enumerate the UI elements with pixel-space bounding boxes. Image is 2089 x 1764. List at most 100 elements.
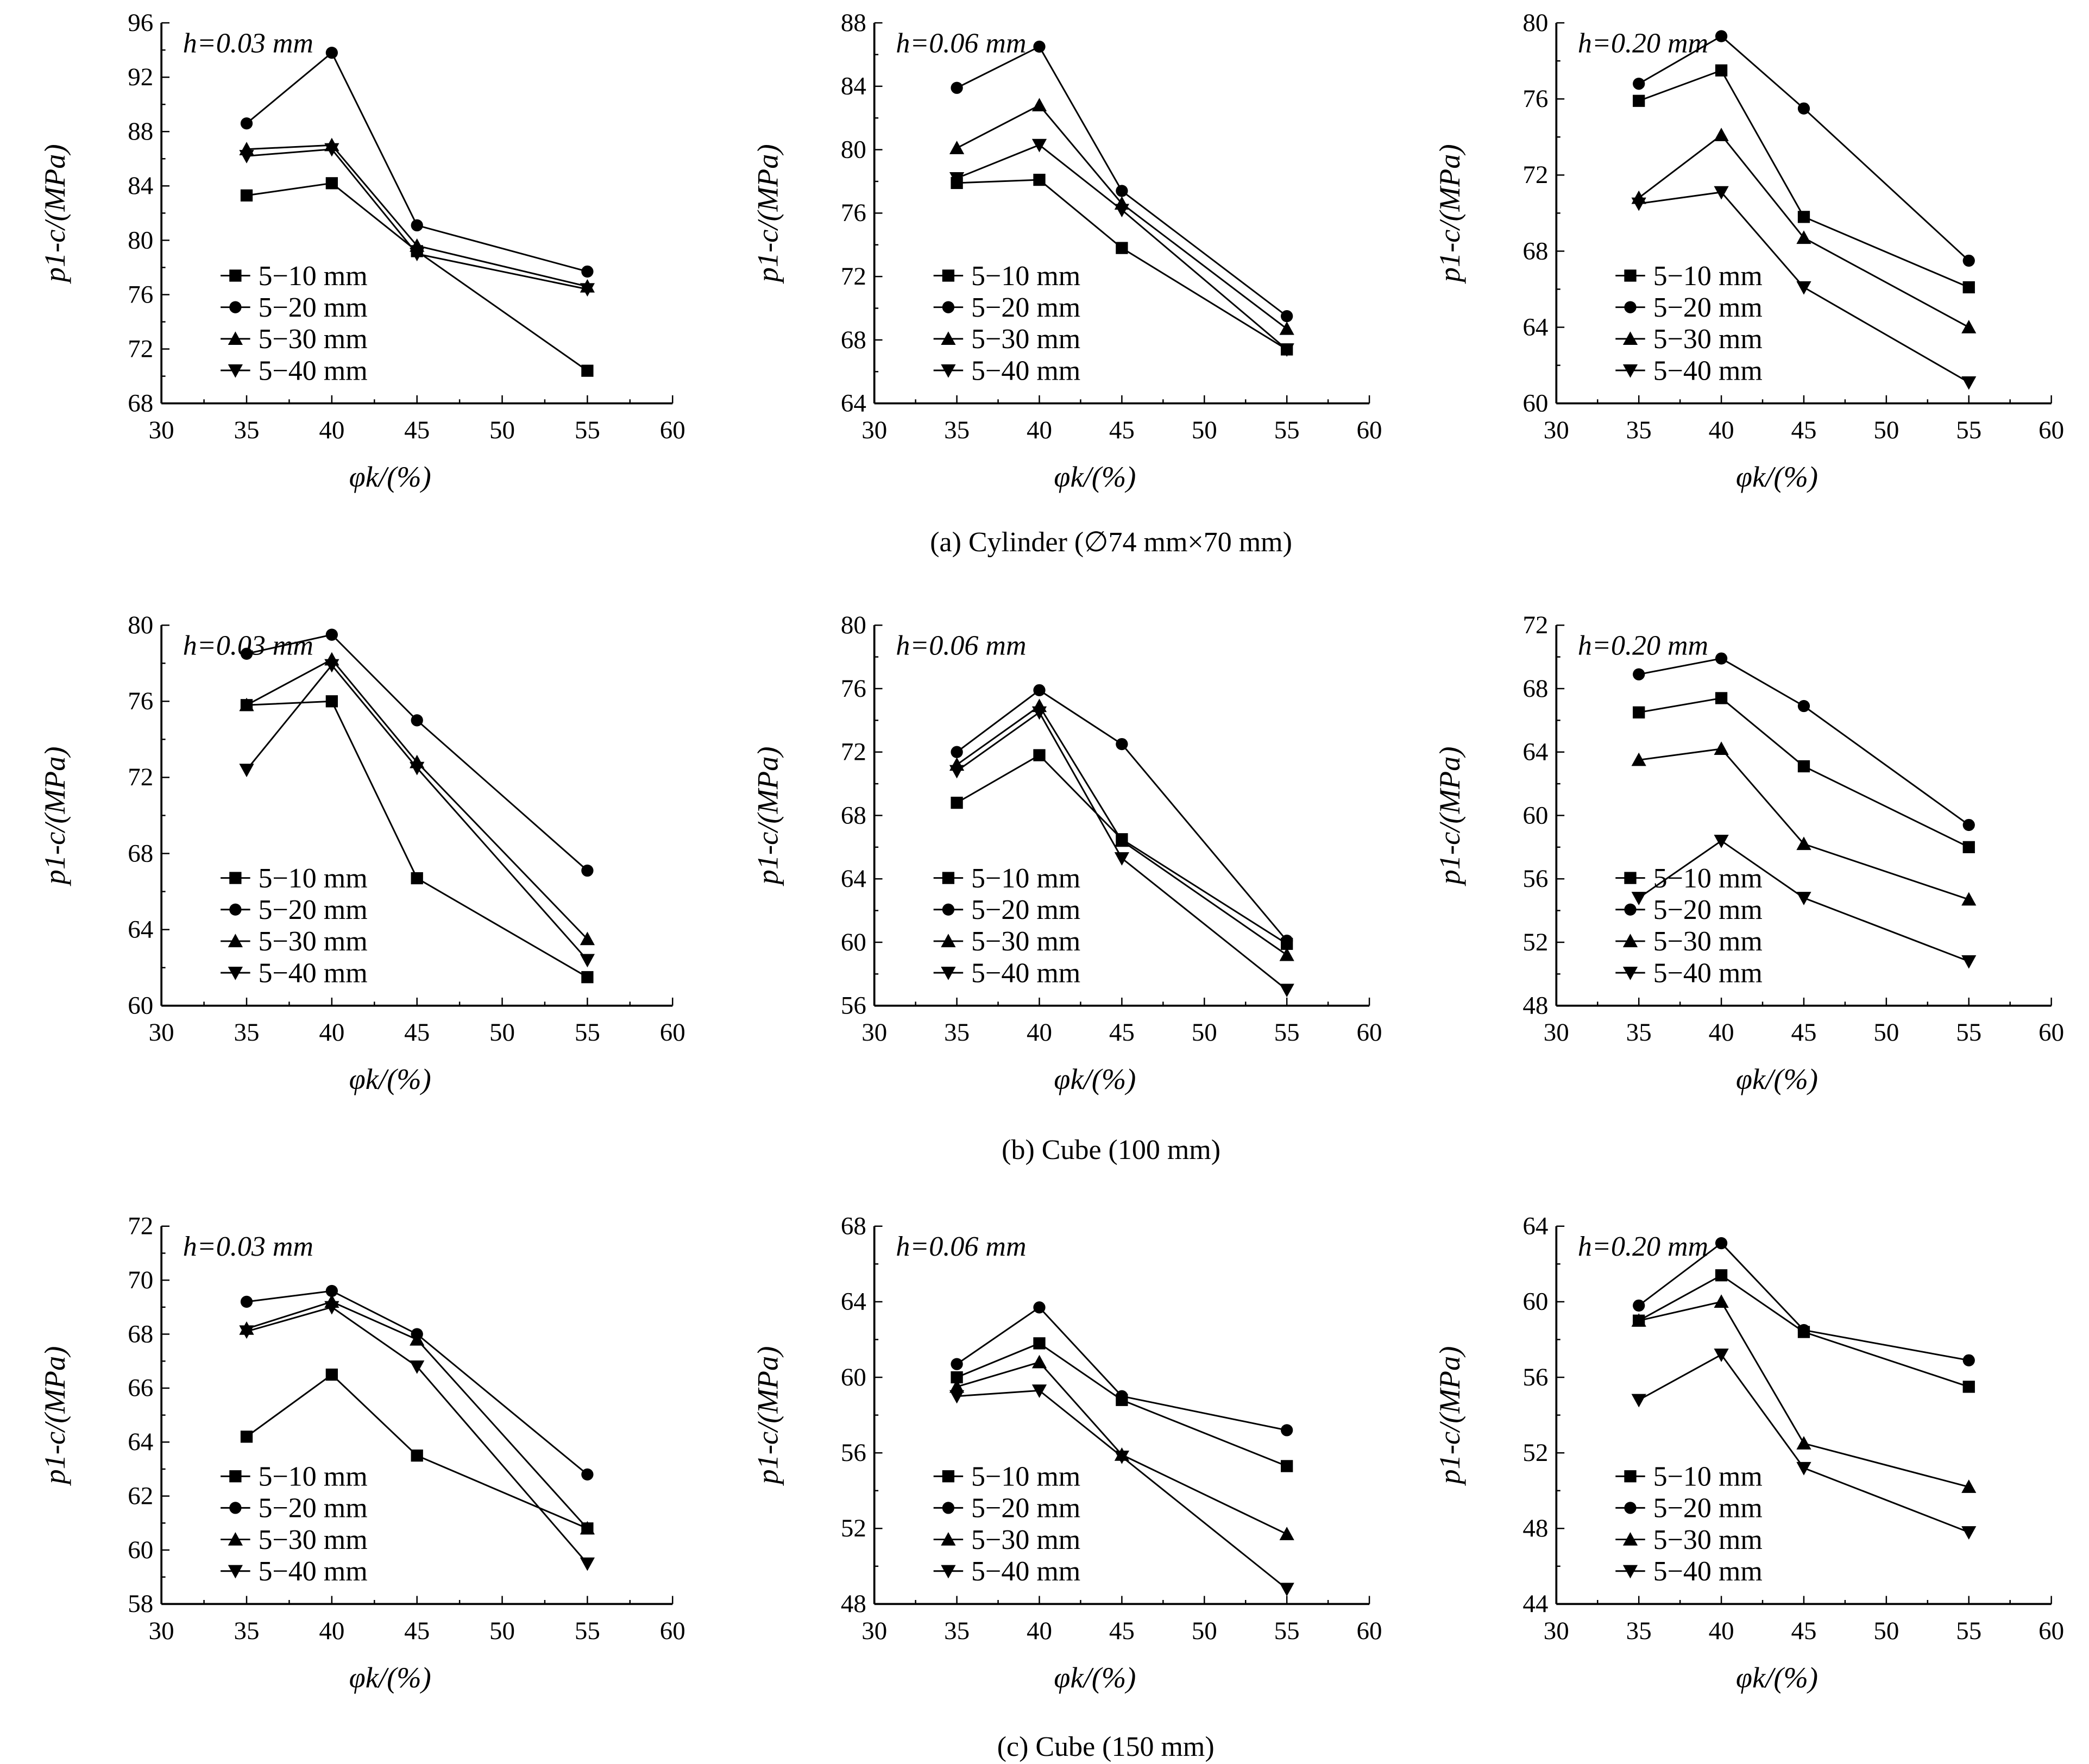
legend-entry: 5−20 mm	[971, 894, 1080, 925]
data-point	[1714, 186, 1729, 200]
x-tick-label: 50	[1192, 1018, 1217, 1047]
data-point	[1279, 1527, 1294, 1540]
data-point	[1279, 343, 1294, 357]
legend-marker	[942, 1502, 955, 1514]
x-tick-label: 35	[944, 416, 970, 444]
data-point	[1633, 668, 1645, 681]
series-line-1	[956, 754, 1287, 945]
chart-panel-1: 30 35 40 45 50 55 60 68 72 76 80 84 88 92 96 φk/(%) p1-c…	[38, 9, 685, 493]
data-point	[1279, 984, 1294, 998]
x-axis-label: φk/(%)	[349, 460, 431, 493]
y-tick-label: 84	[128, 172, 153, 200]
legend-entry: 5−30 mm	[971, 324, 1080, 355]
legend-entry: 5−40 mm	[258, 957, 367, 988]
y-tick-label: 64	[128, 915, 153, 943]
legend-entry: 5−40 mm	[971, 355, 1080, 386]
data-point	[239, 697, 254, 711]
data-point	[1033, 749, 1046, 761]
x-tick-label: 30	[861, 416, 887, 444]
legend-marker	[1624, 872, 1637, 884]
legend-entry: 5−40 mm	[1653, 957, 1763, 988]
data-point	[949, 1390, 965, 1404]
series-line-1	[1638, 69, 1970, 288]
y-tick-label: 76	[841, 199, 866, 227]
x-axis-label: φk/(%)	[1736, 460, 1818, 493]
data-point	[1962, 1354, 1975, 1366]
x-tick-label: 55	[1956, 416, 1981, 444]
x-tick-label: 60	[2038, 1617, 2064, 1645]
y-tick-label: 68	[841, 326, 866, 354]
data-point	[951, 1371, 963, 1384]
x-tick-label: 45	[1109, 416, 1135, 444]
y-tick-label: 60	[1522, 801, 1548, 829]
legend-marker	[228, 331, 243, 345]
data-point	[581, 864, 594, 877]
data-point	[1031, 138, 1047, 153]
data-point	[581, 971, 594, 984]
chart-panel-9: 30 35 40 45 50 55 60 44 48 52 56 60 64 φk/(%) p1-c/(MP…	[1433, 1212, 2064, 1694]
series-line-4	[246, 664, 588, 961]
series-line-1	[957, 1342, 1287, 1467]
legend-marker	[942, 872, 955, 884]
x-tick-label: 55	[1956, 1617, 1981, 1645]
y-tick-label: 88	[841, 9, 866, 37]
annotation-label: h=0.06 mm	[896, 631, 1026, 662]
legend-entry: 5−20 mm	[1653, 292, 1763, 323]
y-tick-label: 72	[841, 262, 866, 291]
x-tick-label: 60	[2038, 1018, 2064, 1047]
data-point	[1797, 211, 1810, 223]
data-point	[1797, 1324, 1810, 1337]
y-tick-label: 48	[1522, 1514, 1548, 1542]
legend-marker	[941, 331, 956, 345]
data-point	[239, 150, 254, 163]
x-tick-label: 35	[1626, 416, 1652, 444]
y-axis-label: p1-c/(MPa)	[1433, 144, 1466, 284]
y-tick-label: 68	[1522, 675, 1548, 703]
data-point	[1631, 1313, 1646, 1327]
y-axis-label: p1-c/(MPa)	[751, 144, 784, 284]
legend-entry: 5−10 mm	[258, 1461, 367, 1492]
caption-c: (c) Cube (150 mm)	[997, 1731, 1215, 1762]
y-tick-label: 64	[1522, 313, 1548, 341]
x-axis-label: φk/(%)	[1736, 1661, 1818, 1694]
legend-entry: 5−40 mm	[971, 1556, 1080, 1587]
chart-panel-8: 30 35 40 45 50 55 60 48 52 56 60 64 68 φk/(%) p1-c/(MP…	[751, 1212, 1382, 1694]
data-point	[1116, 738, 1128, 751]
chart-panel-2: 30 35 40 45 50 55 60 64 68 72 76 80 84 88 φk/(%) p1-c/(…	[751, 9, 1382, 493]
legend-marker	[941, 934, 956, 948]
x-tick-label: 30	[861, 1018, 887, 1047]
caption-b: (b) Cube (100 mm)	[1002, 1135, 1220, 1166]
series-line-4	[956, 711, 1288, 991]
data-point	[1714, 1294, 1729, 1308]
series-line-3	[246, 144, 588, 287]
legend-entry: 5−30 mm	[971, 1524, 1080, 1555]
x-tick-label: 60	[1357, 1617, 1382, 1645]
legend-marker	[942, 301, 955, 313]
data-point	[411, 872, 423, 885]
legend-marker	[228, 364, 243, 378]
y-axis-label: p1-c/(MPa)	[1433, 1346, 1466, 1486]
x-tick-label: 35	[944, 1018, 970, 1047]
annotation-label: h=0.03 mm	[183, 28, 313, 59]
y-tick-label: 64	[1522, 1212, 1548, 1240]
x-tick-label: 35	[1626, 1617, 1652, 1645]
y-tick-label: 76	[1522, 85, 1548, 113]
data-point	[324, 1301, 339, 1315]
data-point	[324, 143, 339, 157]
x-tick-label: 45	[1791, 1018, 1816, 1047]
y-tick-label: 72	[841, 738, 866, 766]
y-tick-label: 68	[128, 1320, 153, 1348]
legend-entry: 5−30 mm	[971, 926, 1080, 957]
legend-entry: 5−20 mm	[258, 894, 367, 925]
chart-panel-4: 30 35 40 45 50 55 60 60 64 68 72 76 80 φk/(%) p1-c/(MP…	[38, 611, 685, 1095]
data-point	[580, 283, 595, 297]
legend-marker	[1622, 1532, 1638, 1546]
data-point	[1962, 818, 1975, 831]
y-tick-label: 92	[128, 63, 153, 91]
legend-entry: 5−10 mm	[258, 261, 367, 292]
data-point	[1962, 281, 1975, 294]
x-tick-label: 60	[1357, 1018, 1382, 1047]
series-line-2	[956, 1306, 1287, 1431]
y-tick-label: 68	[128, 839, 153, 867]
